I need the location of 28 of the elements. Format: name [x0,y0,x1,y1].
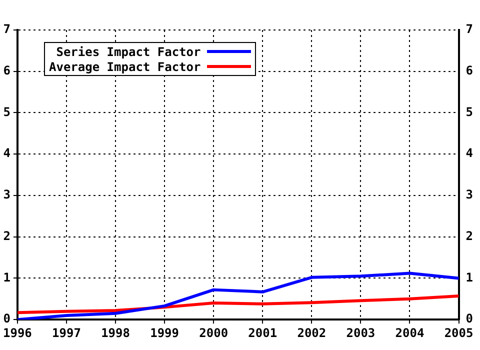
x-tick-label: 2003 [346,326,376,340]
y2-tick-label: 6 [466,63,474,78]
y-tick-label: 7 [3,22,10,36]
y-tick-label: 3 [3,188,10,202]
x-tick-label: 2004 [395,326,424,340]
y2-tick-label: 7 [466,22,474,36]
y-tick-label: 0 [3,312,10,326]
x-tick-label: 1998 [101,326,130,340]
y-tick-label: 6 [3,63,10,78]
y2-tick-label: 2 [466,228,474,243]
legend-label: Average Impact Factor [49,60,201,74]
y-tick-label: 4 [3,146,10,160]
y2-tick-label: 1 [466,270,474,284]
y2-tick-label: 4 [466,146,474,160]
legend-label: Series Impact Factor [56,44,201,58]
x-tick-label: 1999 [150,326,180,340]
y2-tick-label: 5 [466,104,474,119]
y-tick-label: 5 [3,104,10,119]
x-tick-label: 2005 [444,326,474,340]
y2-tick-label: 3 [466,188,474,202]
x-tick-label: 2001 [248,326,278,340]
y-tick-label: 1 [3,270,10,284]
x-tick-label: 2002 [297,326,326,340]
y2-tick-label: 0 [466,312,474,326]
x-tick-label: 1996 [2,326,32,340]
y-tick-label: 2 [3,228,10,243]
x-tick-label: 1997 [52,326,81,340]
x-tick-label: 2000 [199,326,228,340]
